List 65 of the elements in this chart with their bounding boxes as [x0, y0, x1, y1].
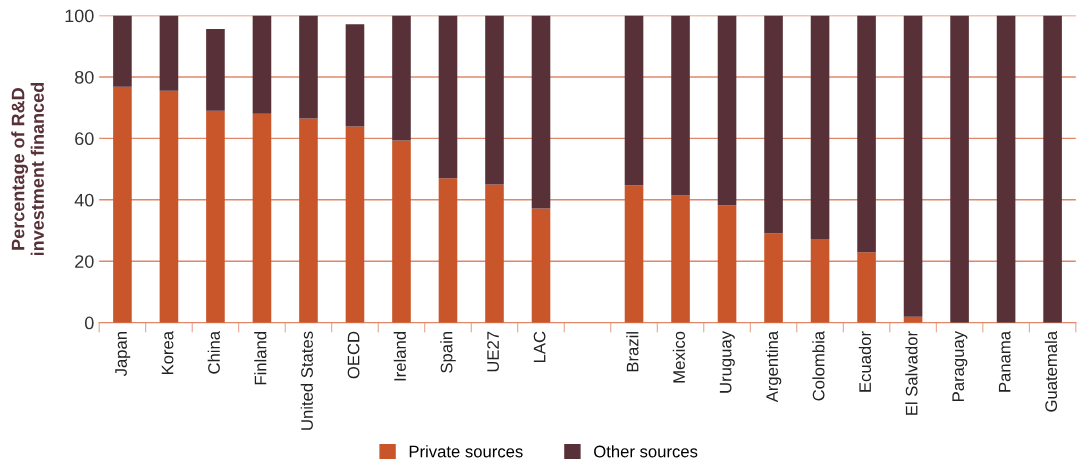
- bar: [671, 15, 690, 196]
- bar: [996, 15, 1016, 323]
- bar: [392, 140, 411, 323]
- y-tick-label: 0: [84, 316, 94, 330]
- x-tick-label: Japan: [115, 332, 131, 377]
- x-tick-label: Uruguay: [719, 331, 735, 393]
- bar: [113, 15, 132, 87]
- bar: [903, 15, 923, 317]
- x-tick-label: Guatemala: [1044, 330, 1058, 412]
- bar: [299, 15, 318, 119]
- bar: [113, 86, 132, 323]
- x-tick-label: UE27: [487, 331, 499, 372]
- bar: [438, 178, 458, 323]
- x-tick-label: Argentina: [765, 330, 782, 403]
- bar: [345, 24, 365, 127]
- x-tick-label: China: [207, 330, 220, 374]
- bar: [810, 15, 830, 240]
- x-tick-label: United States: [300, 331, 313, 430]
- bar: [252, 113, 272, 323]
- x-tick-label: Colombia: [812, 330, 825, 401]
- x-tick-label: LAC: [533, 331, 546, 363]
- bar: [299, 118, 318, 323]
- y-tick-label: 40: [74, 193, 94, 207]
- x-tick-label: Spain: [440, 332, 456, 373]
- bar: [531, 208, 551, 323]
- bar: [1043, 15, 1062, 323]
- bar: [950, 15, 969, 323]
- legend-label: Private sources: [409, 445, 523, 458]
- y-tick-label: 80: [75, 70, 94, 84]
- y-tick-label: 100: [65, 9, 94, 23]
- x-tick-label: Panama: [998, 330, 1011, 392]
- bar: [717, 205, 737, 323]
- x-tick-label: Finland: [254, 332, 267, 385]
- bar: [206, 29, 225, 111]
- x-tick-label: Paraguay: [952, 330, 968, 401]
- x-tick-label: Korea: [161, 330, 174, 375]
- bar: [717, 15, 737, 206]
- bar: [624, 15, 644, 186]
- bar: [438, 15, 458, 179]
- bar: [392, 15, 411, 141]
- bar: [159, 15, 179, 91]
- bar: [485, 184, 504, 323]
- legend-label: Other sources: [594, 445, 698, 458]
- bar: [764, 233, 783, 323]
- y-tick-label: 20: [75, 255, 94, 268]
- bar: [206, 110, 225, 323]
- x-tick-label: Ireland: [393, 332, 406, 381]
- bar: [345, 126, 365, 323]
- x-tick-label: Brazil: [626, 332, 639, 372]
- bar: [485, 15, 504, 185]
- bar: [159, 90, 179, 323]
- bar: [857, 252, 876, 323]
- y-tick-label: 60: [75, 132, 94, 146]
- bar: [624, 185, 644, 323]
- bar: [252, 15, 272, 114]
- bar: [764, 15, 783, 234]
- x-tick-label: Ecuador: [858, 331, 872, 392]
- bar: [531, 15, 551, 209]
- x-tick-label: OECD: [347, 331, 360, 379]
- bar: [671, 195, 690, 323]
- bar: [810, 239, 830, 323]
- x-tick-label: Mexico: [672, 331, 685, 383]
- y-axis-title: Percentage of R&D investment financed: [11, 82, 44, 256]
- bar: [857, 15, 876, 253]
- x-tick-label: El Salvador: [905, 331, 918, 415]
